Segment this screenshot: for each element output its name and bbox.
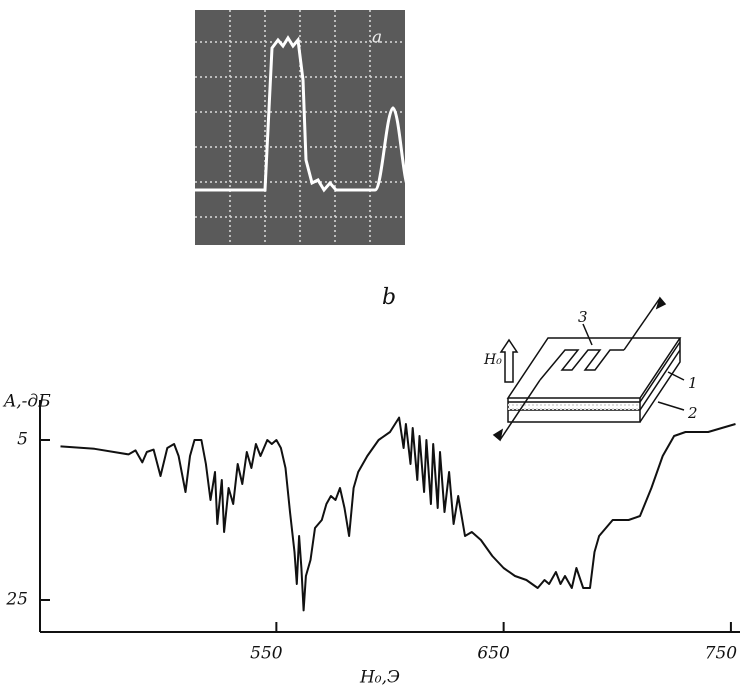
page: a b H₀ 3 1 2 A,-дБ H₀,Э 525550650750 (()… [0,0,755,695]
figure: a b H₀ 3 1 2 A,-дБ H₀,Э 5 25 550 650 750 [0,0,755,691]
x-axis-label: H₀,Э [359,668,400,688]
oscillogram: a [195,10,410,245]
x-tick-label: 550 [250,644,283,664]
y-tick-label: 25 [5,590,28,610]
inset-field-label: H₀ [483,352,502,368]
x-tick-label: 650 [477,644,510,664]
panel-label: b [382,285,396,310]
inset-layer-label: 2 [687,404,698,422]
inset-layer-label: 3 [578,308,588,326]
y-axis-label: A,-дБ [2,392,51,412]
y-tick-label: 5 [17,430,28,450]
plot: A,-дБ H₀,Э 5 25 550 650 750 [2,392,740,688]
inset-layer-label: 1 [688,374,698,392]
x-tick-label: 750 [705,644,738,664]
inset-diagram [494,298,684,440]
data-line [61,418,736,611]
oscillogram-label: a [372,28,382,48]
